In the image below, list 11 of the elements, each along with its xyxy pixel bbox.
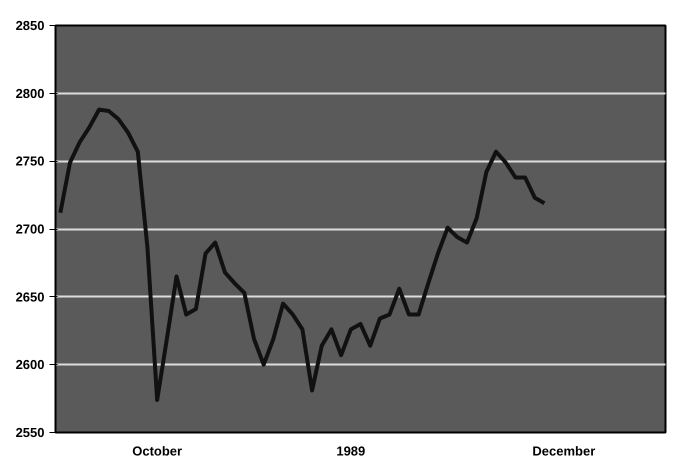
line-series [58,108,546,402]
y-tick-label: 2550 [16,425,44,440]
y-tick-label: 2650 [16,289,44,304]
x-tick-label: December [532,444,596,458]
x-tick-label: 1989 [336,444,366,458]
y-tick-label: 2600 [16,357,44,372]
y-tick-label: 2700 [16,222,44,236]
y-tick-label: 2750 [16,154,44,169]
x-tick-label: October [132,444,182,458]
y-tick-label: 2800 [16,86,44,101]
y-tick-label: 2850 [16,18,44,33]
